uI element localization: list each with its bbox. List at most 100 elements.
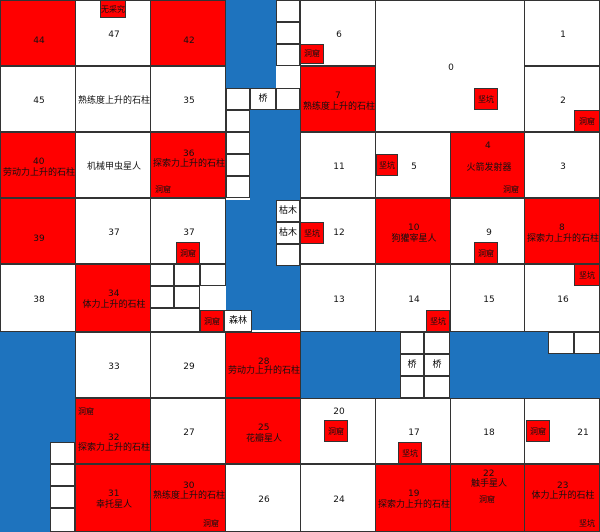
- path-tile[interactable]: [50, 464, 75, 486]
- tile-40[interactable]: 39: [0, 198, 76, 264]
- tile-34[interactable]: 34 体力上升的石柱: [75, 264, 151, 332]
- tile-8[interactable]: 8 探索力上升的石柱: [524, 198, 600, 264]
- tile-26[interactable]: 26: [225, 464, 301, 532]
- tile-10[interactable]: 10 狗獾宰星人: [375, 198, 451, 264]
- bridge-tile[interactable]: 桥: [424, 354, 450, 376]
- path-tile[interactable]: [276, 22, 300, 44]
- unknown-marker[interactable]: 无采究: [100, 0, 126, 18]
- pit-marker[interactable]: 坚坑: [426, 310, 450, 332]
- tile-label: 6: [336, 30, 342, 40]
- tile-29[interactable]: 29: [150, 332, 226, 398]
- tile-22[interactable]: 22 触手星人 洞窟: [450, 464, 526, 532]
- path-tile[interactable]: [574, 332, 600, 354]
- pit-marker[interactable]: 坚坑: [574, 264, 600, 286]
- tile-18[interactable]: 18: [450, 398, 526, 464]
- tile-19[interactable]: 19 探索力上升的石柱: [375, 464, 451, 532]
- tile-label: 探索力上升的石柱: [152, 159, 225, 169]
- tile-39[interactable]: 38: [0, 264, 76, 332]
- tile-42[interactable]: 机械甲虫星人: [75, 132, 151, 198]
- tile-32[interactable]: 洞窟 32 探索力上升的石柱: [75, 398, 151, 464]
- tile-44[interactable]: 熟练度上升的石柱: [75, 66, 151, 132]
- cave-marker[interactable]: 洞窟: [324, 420, 348, 442]
- tile-label: 3: [560, 162, 566, 172]
- tile-24[interactable]: 24: [300, 464, 376, 532]
- tile-38[interactable]: 37: [75, 198, 151, 264]
- tile-41[interactable]: 40 劳动力上升的石柱: [0, 132, 76, 198]
- path-tile[interactable]: [174, 264, 200, 286]
- tile-45[interactable]: 45: [0, 66, 76, 132]
- tile-4[interactable]: 4 火箭发射器 洞窟: [450, 132, 526, 198]
- tile-3[interactable]: 3: [524, 132, 600, 198]
- tile-label: 劳动力上升的石柱: [2, 168, 75, 178]
- cave-marker[interactable]: 洞窟: [526, 420, 550, 442]
- tile-label: 13: [333, 295, 345, 305]
- cave-marker[interactable]: 洞窟: [176, 242, 200, 264]
- tile-label: 37: [183, 228, 195, 238]
- tile-label: 20: [333, 407, 345, 417]
- cave-marker[interactable]: 洞窟: [574, 110, 600, 132]
- path-tile[interactable]: [400, 332, 424, 354]
- tile-13[interactable]: 13: [300, 264, 376, 332]
- tile-25[interactable]: 25 花瓣星人: [225, 398, 301, 464]
- path-tile[interactable]: [200, 264, 226, 286]
- forest-label: 森林: [228, 316, 247, 326]
- path-tile[interactable]: [150, 264, 174, 286]
- pit-marker[interactable]: 坚坑: [398, 442, 422, 464]
- path-tile[interactable]: [400, 376, 424, 398]
- tile-label: 21: [577, 428, 589, 438]
- bridge-tile[interactable]: 桥: [250, 88, 276, 110]
- tile-31[interactable]: 31 幸托星人: [75, 464, 151, 532]
- path-tile[interactable]: [50, 508, 75, 532]
- cave-marker[interactable]: 洞窟: [300, 44, 324, 64]
- tile-number: 34: [108, 289, 120, 299]
- tile-0[interactable]: 0: [375, 0, 525, 132]
- tile-11[interactable]: 11: [300, 132, 376, 198]
- path-tile[interactable]: [424, 376, 450, 398]
- tile-27[interactable]: 27: [150, 398, 226, 464]
- tile-label: 体力上升的石柱: [531, 491, 595, 501]
- pit-marker[interactable]: 坚坑: [376, 154, 398, 176]
- path-tile[interactable]: [226, 154, 250, 176]
- cave-marker[interactable]: 洞窟: [200, 310, 224, 332]
- tile-label: 11: [333, 162, 345, 172]
- deadwood-tile[interactable]: 枯木: [276, 200, 300, 222]
- tile-number: 22: [483, 469, 495, 479]
- pit-marker-label: 坚坑: [304, 229, 320, 238]
- tile-35[interactable]: 35: [150, 66, 226, 132]
- tile-28[interactable]: 28 劳动力上升的石柱: [225, 332, 301, 398]
- path-tile[interactable]: [226, 110, 250, 132]
- cave-marker-label: 洞窟: [478, 249, 494, 258]
- path-tile[interactable]: [276, 88, 300, 110]
- pit-marker[interactable]: 坚坑: [474, 88, 498, 110]
- path-tile[interactable]: [276, 244, 300, 266]
- path-tile[interactable]: [226, 176, 250, 198]
- path-tile[interactable]: [276, 0, 300, 22]
- tile-15[interactable]: 15: [450, 264, 526, 332]
- tile-label: 44: [33, 36, 45, 46]
- tile-1[interactable]: 1: [524, 0, 600, 66]
- pit-marker-label: 坚坑: [402, 449, 418, 458]
- tile-7[interactable]: 7 熟练度上升的石柱: [300, 66, 376, 132]
- path-tile[interactable]: [276, 44, 300, 66]
- path-tile[interactable]: [424, 332, 450, 354]
- cave-marker-label: 洞窟: [204, 317, 220, 326]
- tile-46[interactable]: 44: [0, 0, 76, 66]
- path-tile[interactable]: [226, 88, 250, 110]
- forest-tile[interactable]: 森林: [224, 310, 252, 332]
- path-tile[interactable]: [50, 486, 75, 508]
- path-tile[interactable]: [50, 442, 75, 464]
- bridge-tile[interactable]: 桥: [400, 354, 424, 376]
- tile-23[interactable]: 23 体力上升的石柱 坚坑: [524, 464, 600, 532]
- path-tile[interactable]: [226, 132, 250, 154]
- tile-33[interactable]: 33: [75, 332, 151, 398]
- path-tile[interactable]: [174, 286, 200, 308]
- tile-30[interactable]: 30 熟练度上升的石柱 洞窟: [150, 464, 226, 532]
- deadwood-tile[interactable]: 枯木: [276, 222, 300, 244]
- path-tile[interactable]: [150, 308, 200, 332]
- tile-36[interactable]: 36 探索力上升的石柱 洞窟: [150, 132, 226, 198]
- cave-marker[interactable]: 洞窟: [474, 242, 498, 264]
- pit-marker[interactable]: 坚坑: [300, 222, 324, 244]
- tile-43[interactable]: 42: [150, 0, 226, 66]
- path-tile[interactable]: [150, 286, 174, 308]
- path-tile[interactable]: [548, 332, 574, 354]
